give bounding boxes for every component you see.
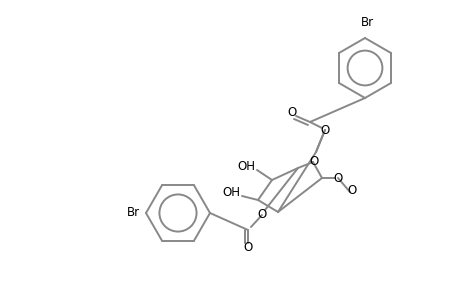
Text: OH: OH	[222, 187, 240, 200]
Text: O: O	[243, 242, 252, 254]
Text: OH: OH	[236, 160, 254, 172]
Text: O: O	[309, 154, 318, 167]
Text: O: O	[287, 106, 296, 118]
Text: Br: Br	[360, 16, 373, 29]
Text: O: O	[257, 208, 266, 221]
Text: O: O	[333, 172, 342, 184]
Text: O: O	[347, 184, 356, 196]
Text: O: O	[319, 124, 329, 136]
Text: Br: Br	[127, 206, 140, 220]
